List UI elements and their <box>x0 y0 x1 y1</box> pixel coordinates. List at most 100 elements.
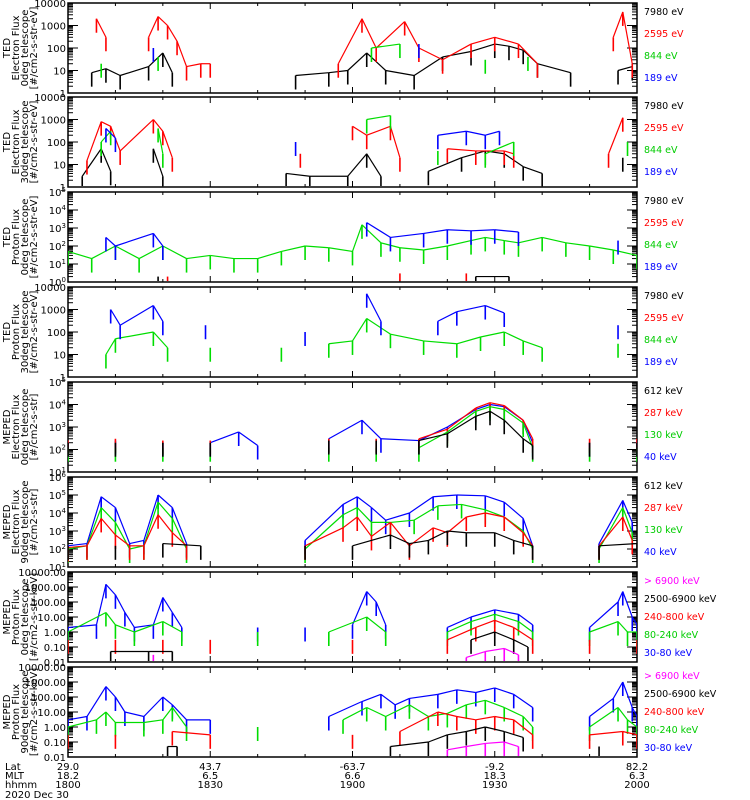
data-segment <box>494 229 519 233</box>
data-segment <box>447 620 472 633</box>
data-segment <box>337 18 363 65</box>
data-segment <box>504 730 524 739</box>
x-tick-lat: 29.0 <box>57 762 79 773</box>
data-segment <box>447 745 467 751</box>
data-segment <box>485 130 500 136</box>
data-segment <box>328 616 367 633</box>
data-segment <box>475 715 495 721</box>
data-segment <box>157 128 164 154</box>
series-189-eV <box>105 222 619 260</box>
data-segment <box>186 63 201 68</box>
data-segment <box>328 247 353 253</box>
data-segment <box>617 591 624 603</box>
data-segment <box>210 254 235 260</box>
data-segment <box>361 224 382 244</box>
data-segment <box>399 247 424 251</box>
data-segment <box>86 686 107 717</box>
series-189-eV <box>105 128 501 156</box>
data-segment <box>167 25 178 42</box>
data-segment <box>134 624 154 629</box>
data-segment <box>134 620 164 633</box>
data-segment <box>95 18 107 38</box>
data-segment <box>485 512 505 518</box>
data-segment <box>466 699 486 706</box>
data-segment <box>328 419 363 440</box>
y-axis-label: TED <box>2 227 13 248</box>
legend-entry: 844 eV <box>644 335 678 346</box>
x-tick-mlt: 18.2 <box>57 771 79 782</box>
y-axis-label: 90deg telescope <box>20 670 31 753</box>
y-tick-label: 10 <box>53 67 66 78</box>
data-segment <box>186 254 211 260</box>
data-segment <box>366 616 387 633</box>
y-axis-label: MEPED <box>2 409 13 444</box>
legend-entry: 240-800 keV <box>644 612 705 623</box>
data-segment <box>152 233 164 247</box>
x-tick-hhmm: 1900 <box>340 780 365 791</box>
series-40-keV <box>68 403 637 460</box>
data-segment <box>589 245 614 251</box>
legend-entry: 7980 eV <box>644 291 684 302</box>
data-segment <box>371 521 391 537</box>
panel-frame <box>67 381 638 473</box>
data-segment <box>466 742 486 748</box>
data-segment <box>86 496 102 544</box>
data-segment <box>442 50 472 58</box>
y-axis-label: 0deg telescope <box>20 10 31 87</box>
data-segment <box>305 245 329 249</box>
data-segment <box>503 706 524 718</box>
data-segment <box>143 719 163 724</box>
series-240-800-keV <box>68 711 637 749</box>
data-segment <box>162 245 187 260</box>
data-segment <box>494 613 519 623</box>
y-axis-label: [#/cm2-s-str-keV] <box>29 668 40 756</box>
data-segment <box>380 693 396 706</box>
y-axis-label: Proton Flux <box>11 589 22 645</box>
data-segment <box>565 242 590 247</box>
data-segment <box>171 612 183 628</box>
y-tick-label: 104 <box>49 507 67 520</box>
data-segment <box>589 730 623 736</box>
data-segment <box>485 647 505 653</box>
x-tick-lat: 43.7 <box>199 762 221 773</box>
data-segment <box>304 503 344 541</box>
data-segment <box>100 148 112 172</box>
data-segment <box>622 11 633 64</box>
data-segment <box>238 431 259 447</box>
data-segment <box>68 545 88 549</box>
legend-entry: 30-80 keV <box>644 743 693 754</box>
data-segment <box>152 331 169 349</box>
data-segment <box>589 706 619 728</box>
data-segment <box>361 419 382 440</box>
data-segment <box>171 532 187 547</box>
data-segment <box>485 726 505 733</box>
data-segment <box>456 689 476 694</box>
data-segment <box>485 741 505 745</box>
y-tick-label: 0.01 <box>44 753 66 764</box>
x-row-label-lat: Lat <box>5 762 21 773</box>
data-segment <box>437 503 462 507</box>
y-tick-label: 1.00 <box>44 628 66 639</box>
data-segment <box>617 621 628 633</box>
y-tick-label: 0.01 <box>44 658 66 669</box>
data-segment <box>485 304 505 314</box>
data-segment <box>489 406 505 411</box>
data-segment <box>157 16 168 26</box>
data-segment <box>437 711 457 718</box>
data-segment <box>522 419 534 440</box>
y-tick-label: 10000 <box>34 93 66 104</box>
y-tick-label: 102 <box>49 240 66 253</box>
data-segment <box>589 601 619 628</box>
data-segment <box>342 496 358 505</box>
data-segment <box>86 507 102 547</box>
y-axis-label: TED <box>2 38 13 59</box>
y-tick-label: 0.10 <box>44 643 66 654</box>
data-segment <box>503 516 524 534</box>
data-segment <box>475 403 491 411</box>
x-tick-hhmm: 2000 <box>624 780 649 791</box>
y-tick-label: 10.00 <box>37 708 66 719</box>
data-segment <box>631 616 637 626</box>
data-segment <box>152 305 164 322</box>
data-segment <box>433 494 457 498</box>
